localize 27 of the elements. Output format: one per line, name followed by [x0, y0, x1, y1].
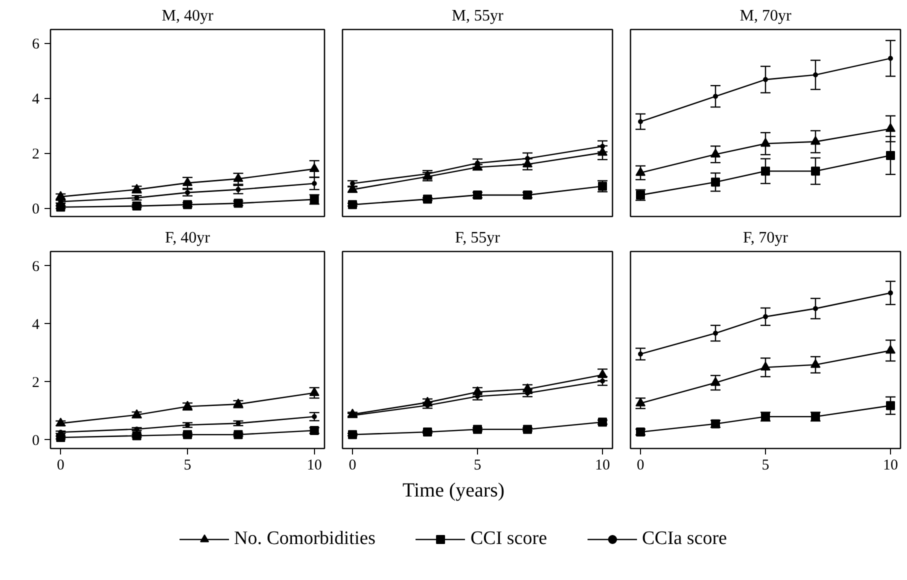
x-tick-label: 10 [306, 458, 322, 474]
legend-label: CCIa score [642, 528, 727, 550]
y-tick-label: 6 [32, 258, 40, 275]
x-tick-label: 5 [762, 458, 770, 474]
y-tick-label: 4 [32, 91, 40, 108]
chart-title: M, 40yr [162, 8, 214, 24]
x-tick-label: 5 [184, 458, 192, 474]
y-tick-label: 4 [32, 316, 40, 333]
legend-label: No. Comorbidities [234, 528, 376, 550]
y-tick-label: 6 [32, 36, 40, 52]
y-tick-label: 2 [32, 146, 40, 162]
chart-title: F, 55yr [455, 230, 501, 246]
x-tick-label: 10 [595, 458, 610, 474]
chart-title: F, 40yr [165, 230, 211, 246]
chart-title: M, 55yr [452, 8, 504, 24]
legend-label: CCI score [470, 528, 548, 550]
x-tick-label: 0 [56, 458, 64, 474]
x-tick-label: 5 [474, 458, 482, 474]
chart-title: F, 70yr [743, 230, 789, 246]
x-axis-title: Time (years) [402, 480, 505, 502]
x-tick-label: 10 [883, 458, 898, 474]
x-tick-label: 0 [348, 458, 356, 474]
x-tick-label: 0 [636, 458, 644, 474]
chart-title: M, 70yr [740, 8, 792, 24]
y-tick-label: 2 [32, 374, 40, 391]
y-tick-label: 0 [32, 201, 40, 218]
y-tick-label: 0 [32, 432, 40, 449]
